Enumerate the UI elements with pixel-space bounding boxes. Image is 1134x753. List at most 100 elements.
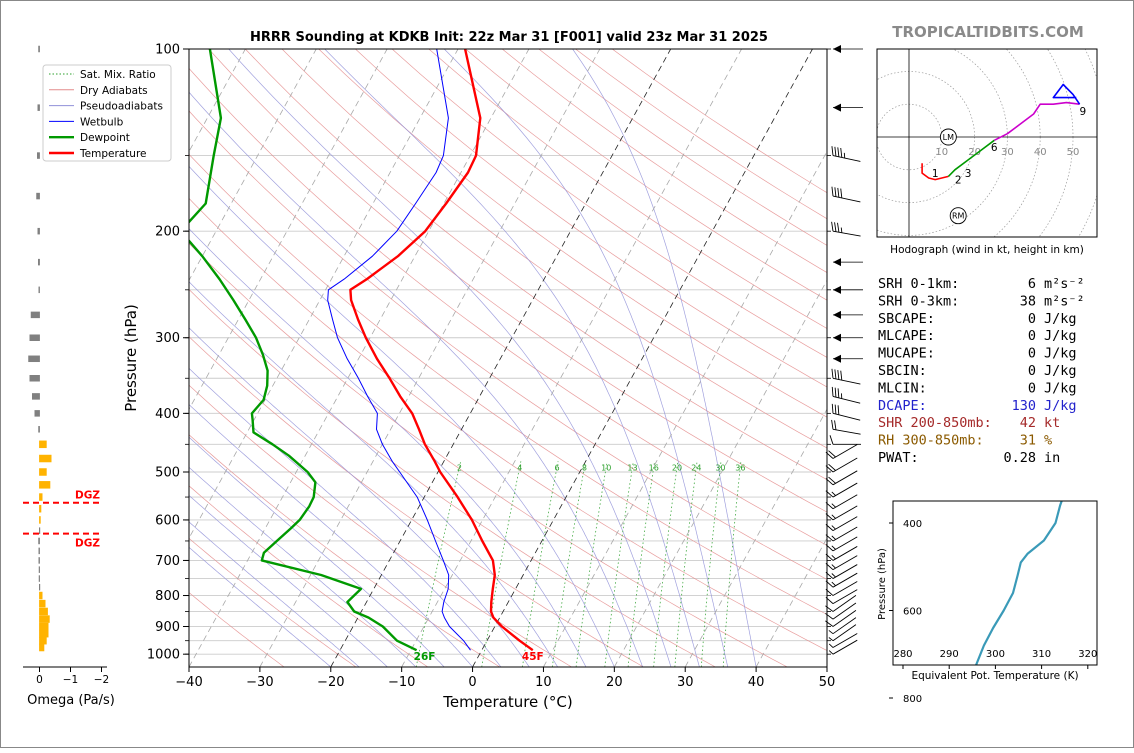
wind-barb-half-flag (840, 228, 842, 233)
wind-barb-staff (833, 458, 857, 472)
wind-barb-staff (833, 445, 857, 459)
index-value: 38 (1020, 293, 1036, 309)
x-tick-label: 40 (748, 675, 765, 690)
omega-bar (39, 287, 40, 294)
surface-dewpoint-label: 26F (414, 651, 436, 663)
index-label: DCAPE: (878, 398, 927, 414)
hodograph-height-label: 2 (955, 175, 962, 187)
wind-barb (830, 404, 862, 420)
omega-bar (28, 356, 40, 363)
omega-bar (39, 584, 40, 591)
x-tick-label: −10 (388, 675, 415, 690)
omega-bar (39, 600, 45, 608)
mixing-ratio-label: 4 (517, 463, 522, 472)
x-tick-label: 30 (677, 675, 694, 690)
wind-barb-body (830, 404, 862, 420)
x-tick-label: 0 (468, 675, 476, 690)
wind-barb-flag (833, 369, 838, 378)
wind-barb-staff (833, 610, 856, 626)
wind-barb-flag (839, 148, 844, 157)
wind-barb-flag (833, 388, 838, 397)
wind-barb-body (830, 387, 862, 403)
isotherm-line (1, 49, 33, 667)
theta-e-y-tick-label: 400 (903, 519, 922, 530)
index-label: PWAT: (878, 450, 919, 466)
wind-barb-staff (833, 625, 856, 641)
wind-barb-flag (833, 405, 838, 414)
isotherm-line (473, 49, 813, 667)
x-tick-label: 20 (606, 675, 623, 690)
wind-barb (830, 420, 862, 434)
wind-barb (830, 146, 862, 161)
hodograph-trace (994, 103, 1079, 141)
omega-bar (39, 468, 47, 476)
y-tick-label: 100 (155, 43, 180, 58)
index-value: 6 (1028, 276, 1036, 292)
dry-adiabat-line (62, 49, 859, 667)
wind-barb (826, 509, 857, 532)
wind-barb-staff (833, 196, 860, 202)
wind-barb-half-flag (832, 535, 836, 540)
index-value: 0 (1028, 311, 1036, 327)
omega-bar (35, 410, 40, 417)
wind-barb-flag (830, 420, 835, 429)
x-tick-label: −40 (175, 675, 202, 690)
theta-e-x-tick-label: 290 (940, 649, 959, 660)
index-unit: J/kg (1044, 363, 1077, 379)
wind-barb-body (826, 487, 857, 510)
x-tick-label: 10 (535, 675, 552, 690)
omega-bar (39, 637, 47, 645)
omega-bar (39, 615, 50, 623)
watermark: TROPICALTIDBITS.COM (892, 23, 1084, 41)
wind-barb-half-flag (832, 503, 836, 508)
mixing-ratio-label: 30 (715, 463, 725, 472)
wind-barb-flag (833, 147, 838, 156)
hodograph-ring-label: 10 (935, 147, 948, 158)
wind-barb (830, 369, 862, 384)
index-value: 130 (1012, 398, 1036, 414)
wind-barb (829, 621, 856, 642)
index-label: SRH 0-1km: (878, 276, 959, 292)
index-unit: m²s⁻² (1044, 293, 1085, 309)
theta-e-x-tick-label: 320 (1078, 649, 1097, 660)
index-unit: kt (1044, 415, 1060, 431)
wind-barb-staff (833, 506, 857, 520)
isotherm-line (827, 49, 1134, 667)
x-tick-label: 50 (819, 675, 836, 690)
wind-barb-body (829, 621, 856, 642)
mixing-ratio-line (576, 461, 607, 667)
isotherm-line (260, 49, 600, 667)
index-label: MLCIN: (878, 380, 927, 396)
omega-bar (38, 259, 40, 266)
wind-barb-body (829, 636, 857, 655)
wind-barb-staff (833, 618, 856, 634)
wind-barb-staff (833, 573, 857, 587)
index-value: 31 (1020, 433, 1036, 449)
index-label: SHR 200-850mb: (878, 415, 992, 431)
index-unit: J/kg (1044, 346, 1077, 362)
skewt-y-axis-label: Pressure (hPa) (122, 304, 140, 412)
wind-barb-staff (833, 413, 860, 420)
dry-adiabat-line (392, 49, 1134, 667)
mixing-ratio-label: 16 (649, 463, 659, 472)
wind-barb (829, 629, 857, 648)
index-unit: % (1044, 433, 1052, 449)
wind-barb-body (829, 614, 856, 635)
wind-barb-column (825, 45, 863, 655)
wind-barb-flag (839, 189, 844, 198)
index-label: RH 300-850mb: (878, 433, 984, 449)
theta-e-x-tick-label: 300 (986, 649, 1005, 660)
wind-barb (833, 355, 863, 363)
wind-barb-body (830, 369, 862, 384)
omega-bar (30, 375, 40, 382)
omega-bar (39, 516, 41, 524)
wind-barb-body (830, 420, 862, 434)
mixing-ratio-line (552, 461, 585, 667)
wind-barb (830, 222, 862, 236)
hodograph-ring-label: 50 (1067, 147, 1080, 158)
mixing-ratio-label: 6 (555, 463, 560, 472)
hodograph-rm-label: RM (952, 212, 965, 221)
legend-label: Pseudoadiabats (80, 101, 163, 113)
